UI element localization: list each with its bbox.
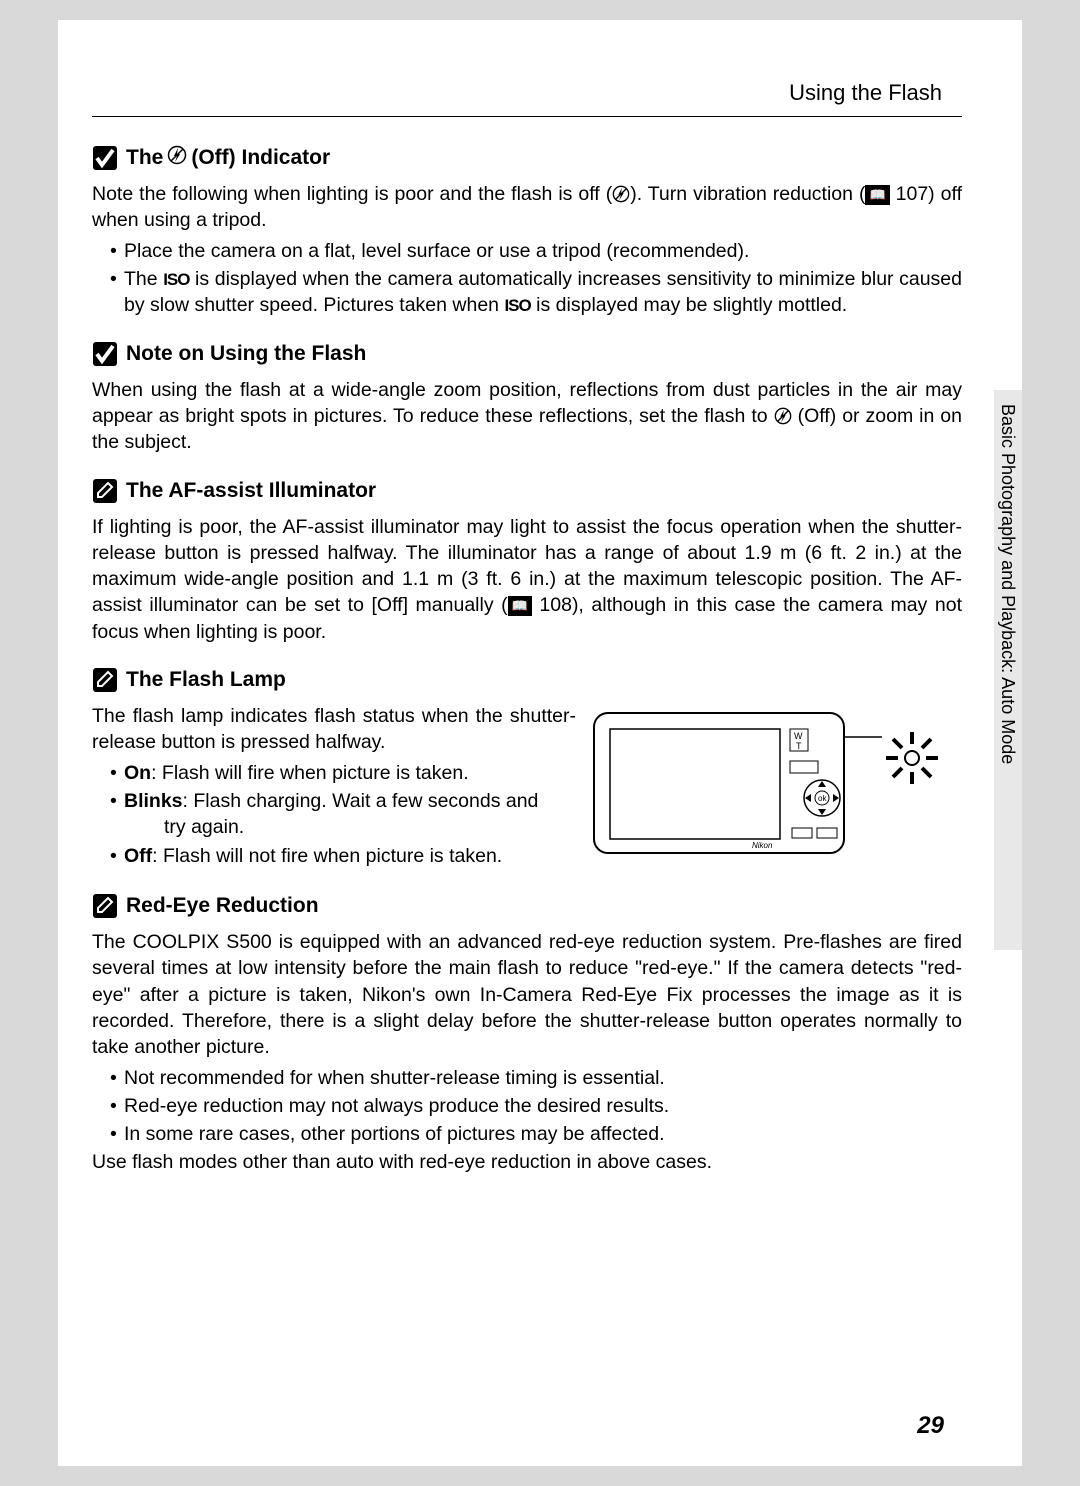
body-paragraph: The flash lamp indicates flash status wh…	[92, 703, 576, 871]
list-item: In some rare cases, other portions of pi…	[110, 1121, 962, 1147]
chapter-tab: Basic Photography and Playback: Auto Mod…	[994, 390, 1022, 950]
text-run: is displayed may be slightly mottled.	[531, 294, 847, 316]
page-ref-icon: 📖	[508, 596, 532, 616]
text-run: : Flash will not fire when picture is ta…	[152, 845, 502, 867]
text-run: Use flash modes other than auto with red…	[92, 1149, 962, 1175]
text-run: Red-eye reduction may not always produce…	[124, 1095, 669, 1117]
text-run: Note the following when lighting is poor…	[92, 183, 612, 205]
flash-off-icon	[167, 145, 187, 171]
section-note-flash: Note on Using the Flash When using the f…	[92, 341, 962, 456]
manual-page: Using the Flash The (Off) Indicator Note…	[58, 20, 1022, 1466]
bold-label: Off	[124, 845, 152, 867]
page-ref-icon: 📖	[865, 185, 889, 205]
section-title: The AF-assist Illuminator	[126, 479, 376, 503]
flash-off-icon	[612, 183, 630, 205]
list-item: The ISO is displayed when the camera aut…	[110, 266, 962, 319]
text-run: The COOLPIX S500 is equipped with an adv…	[92, 929, 962, 1061]
section-af-assist: The AF-assist Illuminator If lighting is…	[92, 478, 962, 646]
page-number: 29	[917, 1412, 944, 1440]
text-run: The	[124, 268, 163, 290]
caution-check-icon	[92, 145, 118, 171]
bold-label: On	[124, 762, 151, 784]
bullet-list: Place the camera on a flat, level surfac…	[92, 238, 962, 319]
section-heading: The AF-assist Illuminator	[92, 478, 962, 504]
camera-diagram: W T ok	[592, 703, 962, 868]
text-run: : Flash will fire when picture is taken.	[151, 762, 469, 784]
section-title: The Flash Lamp	[126, 668, 286, 692]
section-red-eye: Red-Eye Reduction The COOLPIX S500 is eq…	[92, 893, 962, 1176]
iso-icon: ISO	[504, 295, 530, 318]
section-flash-lamp: The Flash Lamp The flash lamp indicates …	[92, 667, 962, 871]
svg-text:W: W	[794, 731, 803, 741]
section-heading: The Flash Lamp	[92, 667, 962, 693]
pencil-note-icon	[92, 667, 118, 693]
body-paragraph: If lighting is poor, the AF-assist illum…	[92, 514, 962, 646]
pencil-note-icon	[92, 893, 118, 919]
bullet-list: On: Flash will fire when picture is take…	[92, 760, 576, 869]
text-run: In some rare cases, other portions of pi…	[124, 1123, 665, 1145]
svg-text:T: T	[796, 741, 802, 751]
text-continuation: try again.	[124, 814, 576, 840]
list-item: Blinks: Flash charging. Wait a few secon…	[110, 788, 576, 841]
bullet-list: Not recommended for when shutter-release…	[92, 1065, 962, 1148]
section-title: Red-Eye Reduction	[126, 894, 319, 918]
list-item: On: Flash will fire when picture is take…	[110, 760, 576, 786]
title-text: (Off) Indicator	[191, 146, 330, 170]
body-paragraph: The COOLPIX S500 is equipped with an adv…	[92, 929, 962, 1176]
list-item: Place the camera on a flat, level surfac…	[110, 238, 962, 264]
title-text: The	[126, 146, 163, 170]
section-heading: Note on Using the Flash	[92, 341, 962, 367]
text-run: Not recommended for when shutter-release…	[124, 1067, 665, 1089]
text-run: ). Turn vibration reduction (	[630, 183, 865, 205]
svg-text:Nikon: Nikon	[752, 841, 773, 850]
body-paragraph: Note the following when lighting is poor…	[92, 181, 962, 319]
flash-off-icon	[774, 405, 792, 427]
section-title: The (Off) Indicator	[126, 145, 330, 171]
iso-icon: ISO	[163, 269, 189, 292]
list-item: Red-eye reduction may not always produce…	[110, 1093, 962, 1119]
body-paragraph: When using the flash at a wide-angle zoo…	[92, 377, 962, 456]
list-item: Off: Flash will not fire when picture is…	[110, 843, 576, 869]
caution-check-icon	[92, 341, 118, 367]
section-title: Note on Using the Flash	[126, 342, 366, 366]
page-title: Using the Flash	[92, 80, 962, 117]
pencil-note-icon	[92, 478, 118, 504]
svg-text:ok: ok	[818, 794, 827, 803]
list-item: Not recommended for when shutter-release…	[110, 1065, 962, 1091]
section-heading: Red-Eye Reduction	[92, 893, 962, 919]
text-run: The flash lamp indicates flash status wh…	[92, 703, 576, 756]
text-run: Place the camera on a flat, level surfac…	[124, 240, 749, 262]
text-run: : Flash charging. Wait a few seconds and	[183, 790, 539, 812]
section-off-indicator: The (Off) Indicator Note the following w…	[92, 145, 962, 319]
section-heading: The (Off) Indicator	[92, 145, 962, 171]
bold-label: Blinks	[124, 790, 183, 812]
